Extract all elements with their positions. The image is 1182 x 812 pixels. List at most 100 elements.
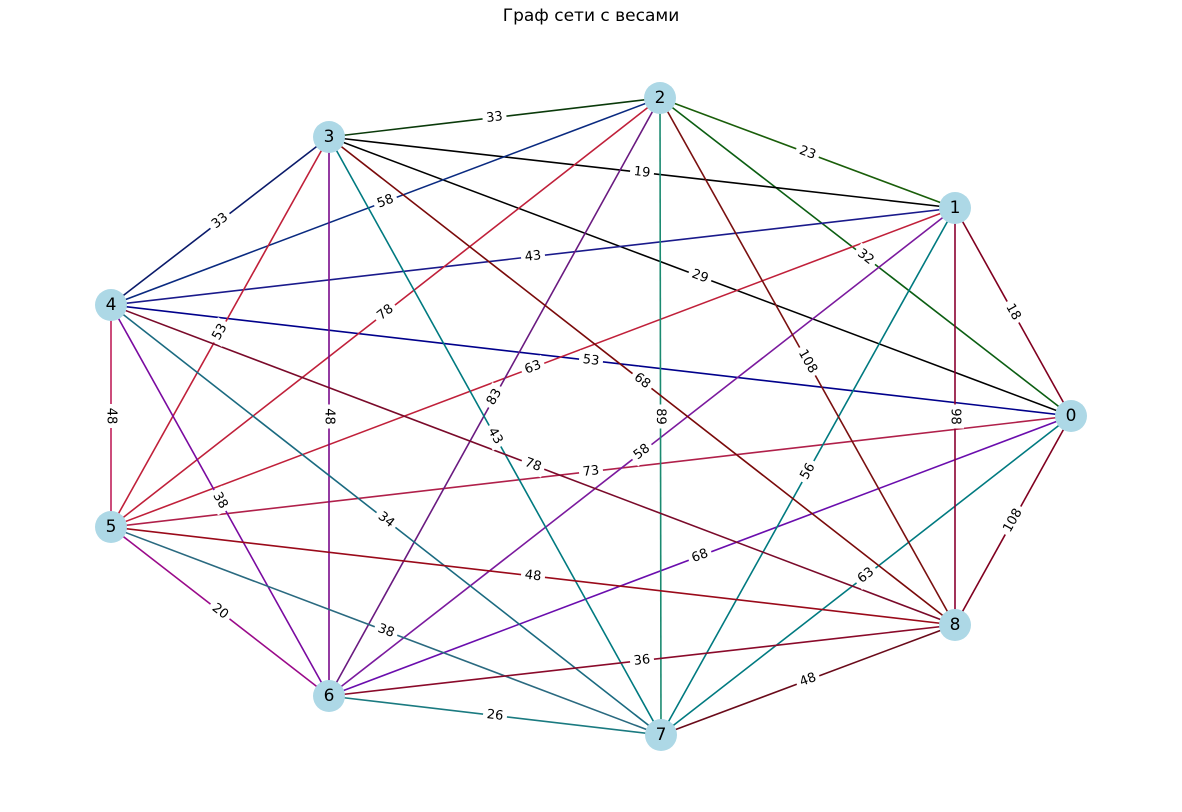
- edge-label-background: [685, 543, 715, 569]
- node-4: 4: [95, 289, 127, 321]
- node-3: 3: [313, 121, 345, 153]
- edge-label-background: [578, 461, 604, 482]
- edge-weight-text: 19: [633, 164, 651, 181]
- node-label: 0: [1066, 406, 1077, 426]
- edge-label-6-7: 26: [482, 705, 508, 726]
- edge-weight-text: 38: [376, 621, 397, 641]
- edge-weight-text: 38: [209, 490, 230, 512]
- edge-label-3-7: 43: [481, 421, 509, 451]
- edge-label-background: [481, 421, 509, 451]
- edge-label-background: [793, 140, 822, 166]
- edge-label-background: [685, 263, 715, 290]
- edge-label-3-6: 48: [320, 404, 338, 429]
- node-1: 1: [939, 192, 971, 224]
- node-label: 3: [324, 127, 335, 147]
- edge-label-background: [851, 561, 881, 590]
- edge-label-0-6: 68: [685, 543, 715, 569]
- edge-label-background: [480, 382, 509, 412]
- edge-label-background: [629, 650, 655, 671]
- node-circle: [645, 719, 677, 751]
- node-circle: [313, 121, 345, 153]
- edge-weight-text: 63: [523, 358, 544, 378]
- edge-label-1-6: 58: [627, 437, 657, 467]
- edge-weight-text: 48: [104, 408, 119, 425]
- edge-label-4-6: 38: [206, 485, 234, 516]
- node-circle: [95, 289, 127, 321]
- edge-label-background: [102, 404, 120, 428]
- edge-weight-text: 56: [797, 461, 818, 483]
- edge-label-7-8: 48: [793, 667, 823, 693]
- node-8: 8: [939, 609, 971, 641]
- edge-label-background: [999, 297, 1027, 327]
- edge-label-5-8: 48: [520, 565, 546, 587]
- edge-labels-layer: 1832295373686310823194363585698335878838…: [102, 107, 1029, 726]
- edge-label-background: [371, 188, 400, 215]
- edge-label-0-8: 108: [997, 502, 1029, 539]
- edge-weight-text: 98: [948, 408, 963, 425]
- edge-label-background: [629, 162, 655, 183]
- edge-label-2-6: 83: [480, 382, 509, 412]
- edge-label-background: [518, 452, 548, 478]
- edge-label-1-8: 98: [946, 404, 964, 429]
- node-label: 5: [106, 517, 117, 537]
- edge-label-background: [520, 565, 546, 587]
- edge-label-1-5: 63: [518, 354, 548, 381]
- node-2: 2: [644, 82, 676, 114]
- edge-label-3-8: 68: [627, 366, 657, 396]
- edge-label-background: [793, 667, 823, 693]
- edge-weight-text: 73: [582, 463, 600, 480]
- edge-label-2-7: 89: [651, 404, 670, 429]
- node-5: 5: [95, 511, 127, 543]
- edge-weight-text: 29: [690, 267, 711, 287]
- edge-label-2-5: 78: [370, 298, 401, 327]
- edge-weight-text: 43: [484, 425, 505, 447]
- edges-layer: [110, 97, 1072, 736]
- edge-label-0-3: 29: [685, 263, 715, 290]
- edge-label-5-7: 38: [371, 618, 401, 644]
- chart-title: Граф сети с весами: [502, 6, 680, 26]
- edge-label-background: [371, 505, 401, 535]
- node-label: 8: [950, 615, 961, 635]
- edge-weight-text: 48: [322, 408, 337, 425]
- edge-label-background: [206, 317, 234, 347]
- edge-label-background: [997, 502, 1029, 539]
- edge-label-3-5: 53: [206, 317, 234, 347]
- edge-label-2-4: 58: [371, 188, 400, 215]
- node-label: 2: [655, 88, 666, 108]
- edge-label-background: [206, 485, 234, 516]
- node-label: 6: [324, 686, 335, 706]
- node-circle: [939, 609, 971, 641]
- edge-weight-text: 33: [485, 109, 503, 126]
- edge-weight-text: 53: [209, 321, 230, 343]
- edge-weight-text: 43: [524, 248, 542, 265]
- edge-weight-text: 58: [375, 192, 396, 212]
- edge-label-3-4: 33: [205, 206, 235, 236]
- edge-label-6-8: 36: [629, 650, 655, 671]
- node-6: 6: [313, 680, 345, 712]
- node-label: 1: [950, 198, 961, 218]
- edge-label-background: [481, 107, 508, 128]
- node-label: 7: [656, 725, 667, 745]
- edge-label-4-8: 78: [518, 452, 548, 478]
- edge-label-background: [205, 206, 235, 236]
- edge-label-background: [520, 246, 546, 267]
- edge-weight-text: 18: [1002, 301, 1023, 323]
- edge-label-4-7: 34: [371, 505, 401, 535]
- edge-label-background: [946, 404, 964, 429]
- edge-label-0-2: 32: [850, 242, 881, 272]
- edge-label-background: [482, 705, 508, 726]
- edge-weight-text: 53: [582, 352, 600, 369]
- node-circle: [1055, 400, 1087, 432]
- node-label: 4: [106, 295, 117, 315]
- edge-label-background: [651, 404, 670, 429]
- edge-weight-text: 48: [798, 670, 819, 690]
- edge-label-0-7: 63: [851, 561, 881, 590]
- edge-label-5-6: 20: [205, 597, 235, 626]
- edge-label-background: [370, 298, 401, 327]
- edge-label-background: [627, 437, 657, 467]
- edge-label-background: [320, 404, 338, 429]
- edge-label-background: [205, 597, 235, 626]
